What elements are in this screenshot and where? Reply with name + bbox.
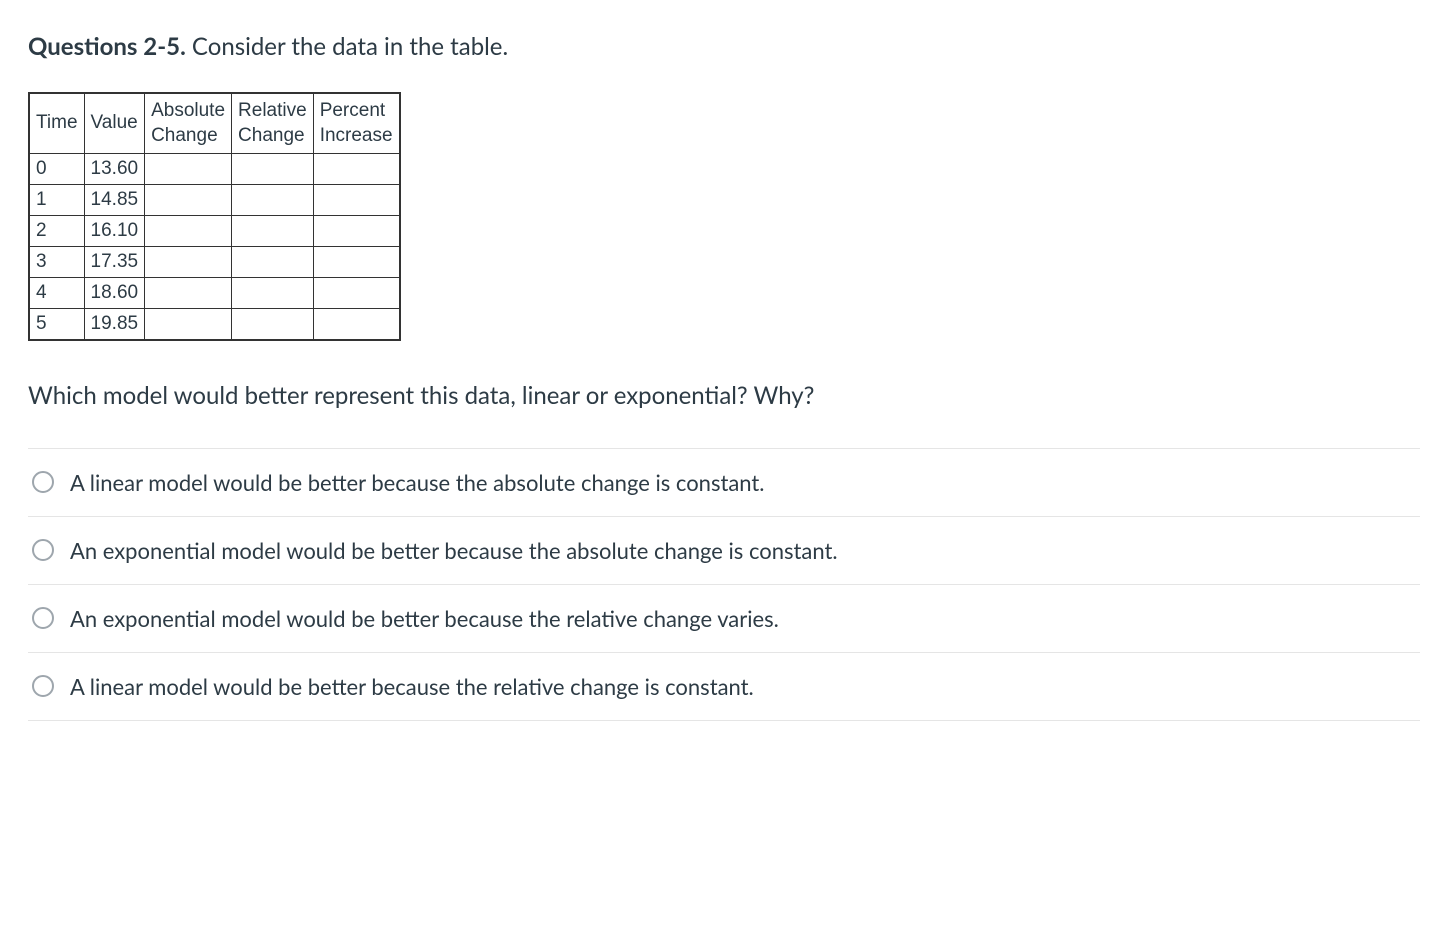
cell-rel — [232, 215, 314, 246]
cell-rel — [232, 153, 314, 184]
cell-abs — [145, 153, 232, 184]
cell-pct — [313, 153, 399, 184]
radio-icon[interactable] — [32, 675, 54, 697]
cell-value: 16.10 — [84, 215, 145, 246]
col-head-abs-l2: Change — [151, 125, 218, 146]
question-heading: Questions 2-5. Consider the data in the … — [28, 30, 1420, 64]
cell-pct — [313, 184, 399, 215]
col-head-abs-l1: Absolute — [151, 100, 225, 121]
cell-rel — [232, 308, 314, 340]
table-row: 4 18.60 — [29, 277, 400, 308]
col-head-time: Time — [29, 93, 84, 154]
question-prompt: Which model would better represent this … — [28, 381, 1420, 410]
cell-rel — [232, 277, 314, 308]
col-head-rel-l2: Change — [238, 125, 305, 146]
options-list: A linear model would be better because t… — [28, 448, 1420, 721]
option-label[interactable]: An exponential model would be better bec… — [70, 605, 779, 632]
option-row[interactable]: A linear model would be better because t… — [28, 449, 1420, 517]
cell-pct — [313, 246, 399, 277]
cell-abs — [145, 308, 232, 340]
cell-rel — [232, 184, 314, 215]
cell-abs — [145, 184, 232, 215]
option-row[interactable]: An exponential model would be better bec… — [28, 517, 1420, 585]
option-row[interactable]: An exponential model would be better bec… — [28, 585, 1420, 653]
cell-time: 4 — [29, 277, 84, 308]
radio-icon[interactable] — [32, 539, 54, 561]
cell-value: 13.60 — [84, 153, 145, 184]
table-row: 0 13.60 — [29, 153, 400, 184]
col-head-pct-l2: Increase — [320, 125, 393, 146]
col-head-value: Value — [84, 93, 145, 154]
radio-icon[interactable] — [32, 471, 54, 493]
data-table: Time Value Absolute Change Relative Chan… — [28, 92, 401, 341]
col-head-percent: Percent Increase — [313, 93, 399, 154]
option-label[interactable]: A linear model would be better because t… — [70, 673, 754, 700]
cell-value: 19.85 — [84, 308, 145, 340]
cell-time: 5 — [29, 308, 84, 340]
cell-abs — [145, 215, 232, 246]
cell-abs — [145, 277, 232, 308]
cell-time: 1 — [29, 184, 84, 215]
cell-rel — [232, 246, 314, 277]
heading-bold: Questions 2-5. — [28, 32, 186, 61]
cell-value: 18.60 — [84, 277, 145, 308]
table-row: 5 19.85 — [29, 308, 400, 340]
cell-value: 14.85 — [84, 184, 145, 215]
table-row: 2 16.10 — [29, 215, 400, 246]
cell-time: 2 — [29, 215, 84, 246]
col-head-pct-l1: Percent — [320, 100, 385, 121]
radio-icon[interactable] — [32, 607, 54, 629]
cell-pct — [313, 277, 399, 308]
heading-rest: Consider the data in the table. — [186, 32, 508, 61]
col-head-rel-l1: Relative — [238, 100, 307, 121]
col-head-absolute: Absolute Change — [145, 93, 232, 154]
cell-pct — [313, 308, 399, 340]
col-head-relative: Relative Change — [232, 93, 314, 154]
cell-abs — [145, 246, 232, 277]
cell-value: 17.35 — [84, 246, 145, 277]
option-label[interactable]: A linear model would be better because t… — [70, 469, 765, 496]
table-row: 1 14.85 — [29, 184, 400, 215]
cell-time: 0 — [29, 153, 84, 184]
cell-pct — [313, 215, 399, 246]
cell-time: 3 — [29, 246, 84, 277]
table-row: 3 17.35 — [29, 246, 400, 277]
option-label[interactable]: An exponential model would be better bec… — [70, 537, 838, 564]
option-row[interactable]: A linear model would be better because t… — [28, 653, 1420, 721]
table-header-row: Time Value Absolute Change Relative Chan… — [29, 93, 400, 154]
